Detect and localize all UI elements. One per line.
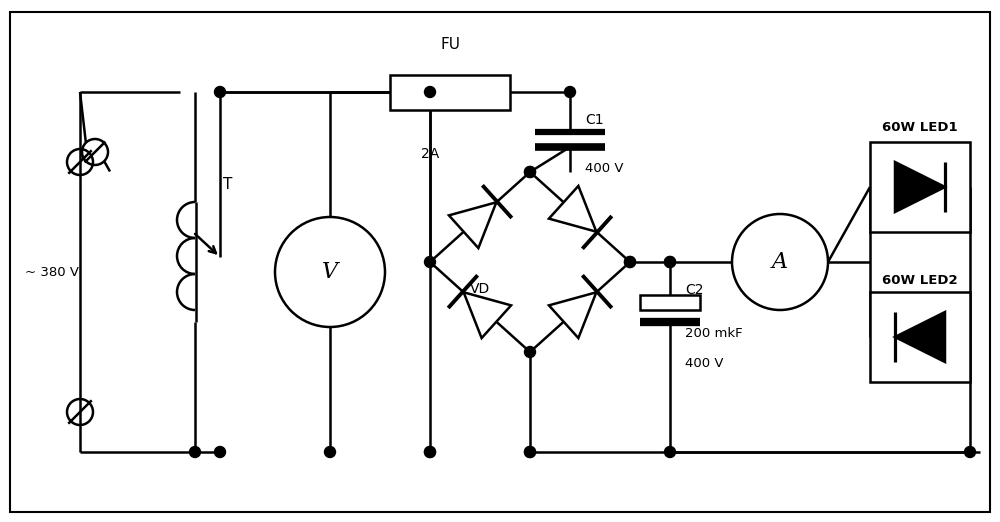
Circle shape <box>624 256 636 267</box>
Text: 60W LED2: 60W LED2 <box>882 274 958 287</box>
Bar <box>870 292 970 382</box>
Circle shape <box>214 87 226 98</box>
Circle shape <box>524 167 536 177</box>
Circle shape <box>524 446 536 457</box>
Bar <box>390 75 510 110</box>
Bar <box>870 142 970 232</box>
Text: 200 mkF: 200 mkF <box>685 327 743 340</box>
Text: A: A <box>772 251 788 273</box>
Text: 400 V: 400 V <box>685 357 724 370</box>
Text: 400 V: 400 V <box>585 162 624 175</box>
Circle shape <box>664 446 676 457</box>
Circle shape <box>524 446 536 457</box>
Circle shape <box>424 446 436 457</box>
Polygon shape <box>449 203 496 248</box>
Circle shape <box>564 87 576 98</box>
Circle shape <box>424 256 436 267</box>
Circle shape <box>524 347 536 358</box>
Polygon shape <box>895 162 945 212</box>
Circle shape <box>964 446 976 457</box>
Bar <box>640 295 700 310</box>
Circle shape <box>624 256 636 267</box>
Circle shape <box>424 87 436 98</box>
Circle shape <box>324 446 336 457</box>
Circle shape <box>424 446 436 457</box>
Circle shape <box>664 256 676 267</box>
Text: FU: FU <box>440 37 460 52</box>
Polygon shape <box>464 292 511 338</box>
Text: ~ 380 V: ~ 380 V <box>25 266 79 279</box>
Circle shape <box>664 256 676 267</box>
Circle shape <box>214 446 226 457</box>
Circle shape <box>190 446 200 457</box>
Text: V: V <box>322 261 338 283</box>
Text: 60W LED1: 60W LED1 <box>882 121 958 134</box>
Text: T: T <box>223 177 232 192</box>
Text: 2A: 2A <box>421 147 439 161</box>
Text: VD: VD <box>470 282 490 296</box>
Polygon shape <box>895 312 945 362</box>
Text: C2: C2 <box>685 283 704 297</box>
Polygon shape <box>549 186 596 232</box>
Circle shape <box>524 167 536 177</box>
Text: C1: C1 <box>585 113 604 127</box>
Polygon shape <box>549 292 596 338</box>
